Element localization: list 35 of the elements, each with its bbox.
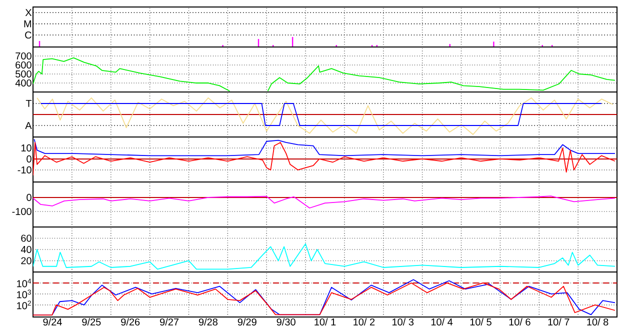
x-tick-label: 10/ 4	[431, 318, 453, 326]
y-tick-label: 10	[21, 144, 32, 152]
y-tick-label: 20	[21, 257, 32, 264]
x-tick-label: 9/29	[238, 318, 256, 326]
x-tick-label: 10/ 2	[354, 318, 375, 326]
text: C	[25, 31, 32, 39]
y-tick-label: 40	[20, 246, 32, 254]
y-tick-label: 10$^{2}$	[17, 300, 31, 310]
x-tick-label: 9/30	[276, 318, 296, 326]
text: A	[25, 122, 32, 129]
y-tick-label: 500	[16, 70, 32, 78]
y-tick-label: -100	[12, 208, 32, 216]
x-tick-label: 9/28	[198, 318, 218, 326]
x-tick-label: 9/26	[121, 318, 140, 326]
text: X	[25, 9, 32, 16]
y-tick-label: 10$^{3}$	[17, 290, 31, 298]
y-tick-label: 0	[26, 155, 32, 162]
x-tick-label: 10/ 8	[587, 318, 608, 326]
x-tick-label: 10/ 5	[470, 318, 492, 326]
x-tick-label: 10/ 7	[548, 318, 570, 326]
y-tick-label: -10	[18, 166, 32, 174]
x-tick-label: 10/ 3	[392, 318, 414, 326]
x-tick-label: 9/25	[82, 318, 101, 326]
x-tick-label: 9/27	[160, 318, 179, 326]
x-tick-label: 10/ 1	[314, 318, 336, 326]
y-tick-label: 600	[16, 61, 32, 69]
text: T	[26, 100, 32, 107]
x-tick-label: 9/24	[43, 318, 62, 326]
y-tick-label: 60	[21, 234, 32, 242]
text: M	[24, 20, 31, 28]
y-tick-label: 10$^{4}$	[17, 278, 32, 288]
y-tick-label: 700	[16, 52, 32, 60]
x-tick-label: 10/ 6	[509, 318, 530, 326]
y-tick-label: 0	[26, 194, 32, 201]
y-tick-label: 400	[15, 79, 32, 87]
